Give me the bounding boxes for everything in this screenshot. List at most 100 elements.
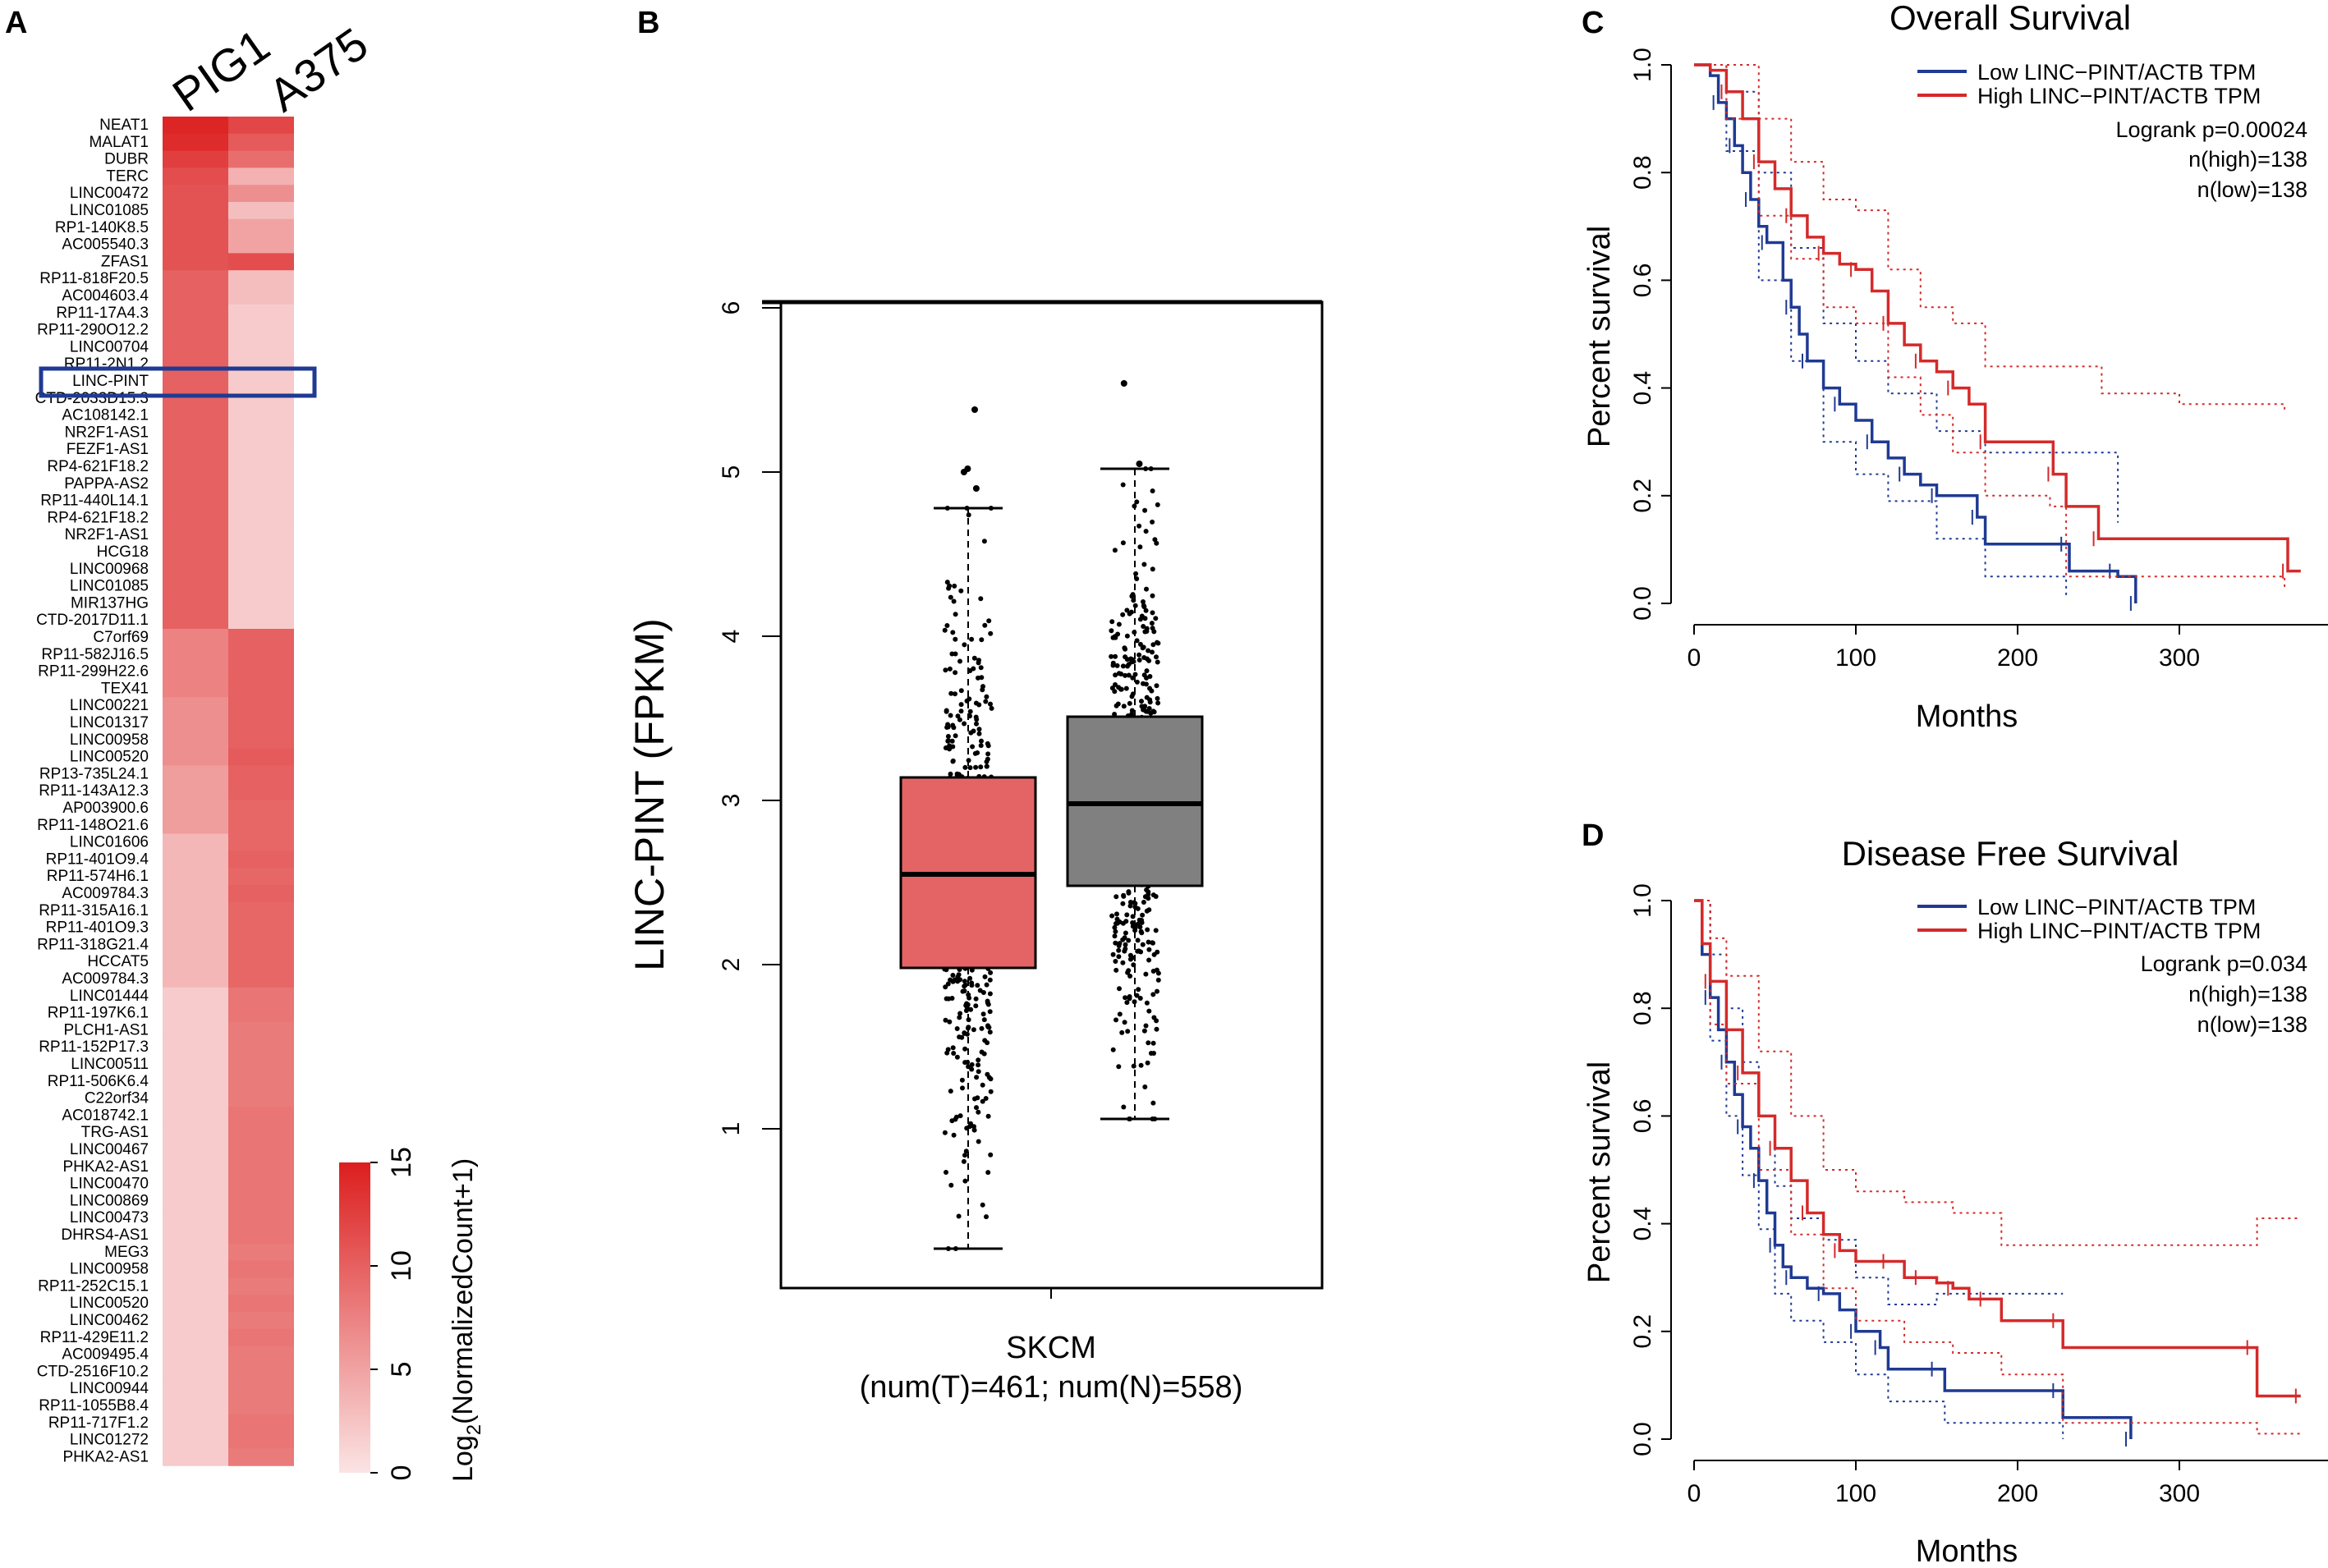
boxplot-point bbox=[1146, 1040, 1151, 1046]
boxplot-point bbox=[1116, 685, 1122, 690]
boxplot-point bbox=[1112, 548, 1118, 553]
boxplot-point bbox=[971, 1124, 976, 1130]
heatmap-cell-pig1 bbox=[163, 1243, 228, 1262]
heatmap-cell-pig1 bbox=[163, 560, 228, 579]
boxplot-outlier bbox=[972, 485, 980, 492]
boxplot-point bbox=[1121, 893, 1127, 899]
boxplot-point bbox=[1121, 704, 1127, 709]
boxplot-point bbox=[1146, 658, 1152, 663]
heatmap-cell-a375 bbox=[228, 1038, 294, 1057]
boxplot-point bbox=[986, 1075, 992, 1080]
heatmap-cell-a375 bbox=[228, 1226, 294, 1245]
boxplot-point bbox=[1113, 1017, 1118, 1023]
heatmap-cell-pig1 bbox=[163, 953, 228, 971]
boxplot-point bbox=[979, 1049, 985, 1055]
boxplot-point bbox=[985, 743, 991, 749]
heatmap-cell-a375 bbox=[228, 970, 294, 988]
heatmap-gene-label: MALAT1 bbox=[89, 134, 149, 151]
panel-c-overall-survival: C Overall Survival 0 100 200 300 0.0 0.2 0.4 0.… bbox=[1582, 0, 2328, 734]
boxplot-point bbox=[1155, 700, 1161, 706]
boxplot-point bbox=[1155, 502, 1160, 507]
boxplot-point bbox=[952, 583, 957, 589]
boxplot-point bbox=[1113, 928, 1118, 934]
heatmap-cell-a375 bbox=[228, 1448, 294, 1466]
boxplot-point bbox=[1145, 927, 1150, 933]
heatmap-gene-label: LINC00520 bbox=[70, 1295, 149, 1312]
panel-d-plot: 0 100 200 300 0.0 0.2 0.4 0.6 0.8 1.0 bbox=[1629, 883, 2328, 1507]
boxplot-point bbox=[1136, 652, 1142, 658]
heatmap-gene-label: PLCH1-AS1 bbox=[64, 1021, 149, 1038]
boxplot-point bbox=[979, 675, 985, 681]
panel-c-plot: 0 100 200 300 0.0 0.2 0.4 0.6 0.8 1.0 bbox=[1629, 48, 2328, 672]
heatmap-gene-label: RP11-152P17.3 bbox=[39, 1038, 149, 1056]
boxplot-point bbox=[1134, 499, 1140, 505]
heatmap-cell-pig1 bbox=[163, 1431, 228, 1449]
heatmap-cell-a375 bbox=[228, 1209, 294, 1227]
boxplot-point bbox=[1155, 949, 1160, 955]
heatmap-cell-pig1 bbox=[163, 406, 228, 424]
heatmap-cell-pig1 bbox=[163, 577, 228, 595]
heatmap-gene-label: AC009495.4 bbox=[62, 1346, 149, 1364]
boxplot-point bbox=[957, 1015, 962, 1020]
boxplot-point bbox=[962, 1153, 967, 1158]
heatmap-cell-a375 bbox=[228, 509, 294, 527]
boxplot-point bbox=[1141, 562, 1147, 567]
boxplot-point bbox=[1146, 648, 1151, 653]
boxplot-point bbox=[988, 970, 994, 975]
heatmap-cell-pig1 bbox=[163, 594, 228, 612]
boxplot-point bbox=[1122, 1020, 1127, 1025]
boxplot-point bbox=[1127, 974, 1133, 979]
heatmap-gene-label: RP11-574H6.1 bbox=[47, 868, 149, 885]
boxplot-point bbox=[946, 996, 952, 1002]
km-y-tick-label: 0.6 bbox=[1629, 1099, 1656, 1134]
boxplot-point bbox=[1114, 663, 1120, 668]
heatmap-gene-label: RP11-315A16.1 bbox=[39, 902, 149, 919]
heatmap-cell-pig1 bbox=[163, 816, 228, 835]
heatmap-cell-a375 bbox=[228, 406, 294, 424]
heatmap-cell-pig1 bbox=[163, 236, 228, 254]
boxplot-point bbox=[1142, 507, 1148, 513]
boxplot-point bbox=[979, 738, 984, 744]
boxplot-point bbox=[974, 721, 979, 727]
heatmap-cell-a375 bbox=[228, 373, 294, 391]
boxplot-point bbox=[1131, 658, 1136, 664]
km-y-tick-label: 0.0 bbox=[1629, 1422, 1656, 1456]
heatmap-gene-label: AC005540.3 bbox=[62, 236, 149, 254]
heatmap-cell-a375 bbox=[228, 218, 294, 237]
boxplot-point bbox=[978, 743, 984, 749]
panel-a-letter: A bbox=[5, 6, 27, 40]
heatmap-cell-a375 bbox=[228, 953, 294, 971]
heatmap-cell-a375 bbox=[228, 919, 294, 937]
boxplot-point bbox=[978, 596, 984, 602]
heatmap-cell-a375 bbox=[228, 150, 294, 168]
boxplot-point bbox=[1136, 523, 1142, 529]
boxplot-point bbox=[958, 702, 964, 708]
boxplot-point bbox=[1146, 957, 1152, 963]
heatmap-cell-a375 bbox=[228, 253, 294, 271]
heatmap-gene-label: LINC00467 bbox=[70, 1141, 149, 1158]
heatmap-cell-pig1 bbox=[163, 800, 228, 818]
boxplot-point bbox=[952, 977, 957, 983]
boxplot-point bbox=[971, 1027, 976, 1033]
boxplot-point bbox=[1109, 653, 1114, 659]
heatmap-cell-a375 bbox=[228, 612, 294, 630]
boxplot-point bbox=[975, 1095, 980, 1101]
km-curve-low bbox=[1694, 63, 2137, 603]
heatmap-cell-a375 bbox=[228, 731, 294, 750]
boxplot-point bbox=[962, 1046, 968, 1052]
boxplot-point bbox=[947, 666, 953, 672]
heatmap-cell-a375 bbox=[228, 1089, 294, 1107]
heatmap-gene-label: LINC01317 bbox=[70, 714, 149, 731]
heatmap-cell-a375 bbox=[228, 475, 294, 493]
boxplot-point bbox=[1153, 616, 1159, 621]
boxplot-point bbox=[985, 1040, 990, 1046]
boxplot-point bbox=[1154, 540, 1159, 546]
heatmap-cell-pig1 bbox=[163, 1107, 228, 1125]
boxplot-point bbox=[1134, 679, 1140, 685]
heatmap-cell-a375 bbox=[228, 1363, 294, 1381]
heatmap-cell-a375 bbox=[228, 885, 294, 903]
heatmap-cell-a375 bbox=[228, 782, 294, 800]
boxplot-point bbox=[1142, 616, 1148, 621]
heatmap-gene-label: RP11-17A4.3 bbox=[56, 305, 149, 322]
